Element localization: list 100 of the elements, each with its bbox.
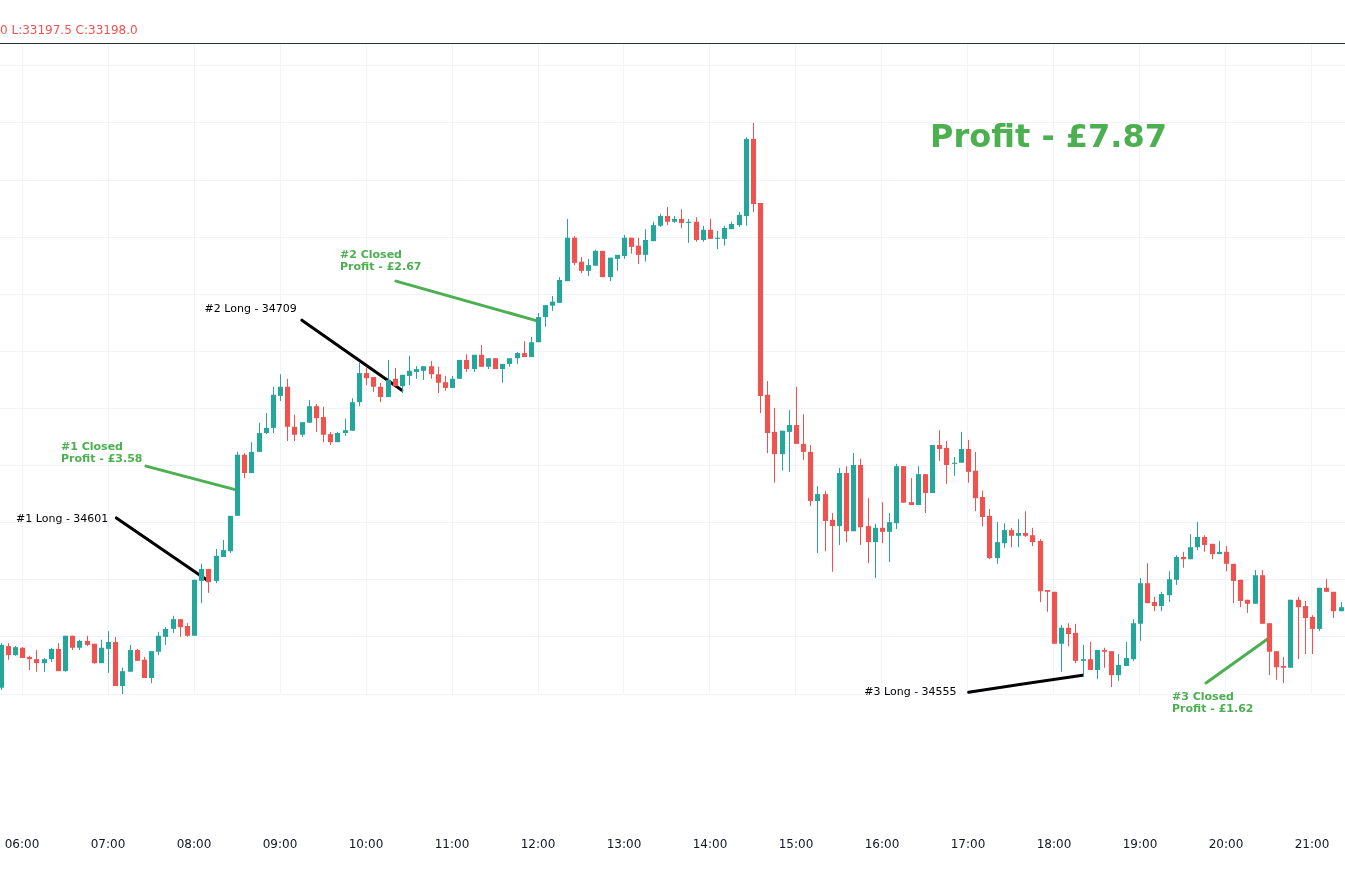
candlestick [678, 208, 685, 229]
annotation: #1 Long - 34601 [16, 511, 109, 525]
x-tick-label: 19:00 [1122, 837, 1158, 852]
annotation: #2 Closed Profit - £2.67 [340, 247, 422, 273]
candlestick [635, 237, 642, 265]
candlestick [1101, 647, 1108, 669]
candlestick [478, 344, 485, 368]
candlestick [385, 359, 392, 398]
x-tick-label: 15:00 [778, 837, 814, 852]
candlestick [127, 644, 134, 673]
candlestick [979, 490, 986, 527]
x-tick-label: 10:00 [348, 837, 384, 852]
candlestick [707, 218, 714, 240]
candlestick [664, 206, 671, 226]
candlestick [1058, 624, 1065, 673]
candlestick [1108, 650, 1115, 688]
candlestick [621, 234, 628, 260]
candlestick [922, 473, 929, 514]
x-tick-label: 14:00 [692, 837, 728, 852]
candlestick [1008, 527, 1015, 548]
candlestick [256, 422, 263, 453]
candlestick [33, 649, 40, 673]
text: 0 L:33197.5 C:33198.0 [0, 23, 138, 37]
x-tick-label: 11:00 [434, 837, 470, 852]
x-tick-label: 09:00 [262, 837, 298, 852]
candlestick [1302, 600, 1309, 655]
candlestick [771, 407, 778, 484]
x-tick-label: 17:00 [950, 837, 986, 852]
x-tick-label: 12:00 [520, 837, 556, 852]
candlestick [1094, 649, 1101, 680]
candlestick [693, 216, 700, 243]
candlestick [1187, 533, 1194, 560]
candlestick [800, 413, 807, 461]
x-tick-label: 13:00 [606, 837, 642, 852]
candlestick [1080, 644, 1087, 678]
candlestick [1230, 563, 1237, 604]
candlestick [1237, 579, 1244, 608]
annotation: #3 Long - 34555 [864, 685, 957, 699]
candlestick [55, 642, 62, 672]
x-tick-label: 07:00 [90, 837, 126, 852]
candlestick [965, 439, 972, 484]
candlestick [814, 485, 821, 554]
candlestick [829, 512, 836, 573]
candlestick [865, 497, 872, 564]
candlestick [1087, 641, 1094, 671]
annotation: Profit - £7.87 [930, 117, 1168, 155]
candlestick [277, 373, 284, 402]
candlestick [879, 501, 886, 544]
x-tick-label: 06:00 [4, 837, 40, 852]
candlestick [721, 225, 728, 247]
candlestick [1065, 622, 1072, 647]
candlestick [786, 409, 793, 473]
x-tick-label: 08:00 [176, 837, 212, 852]
candlestick [908, 477, 915, 506]
candlestick [1295, 596, 1302, 660]
x-tick-label: 21:00 [1294, 837, 1330, 852]
candlestick [119, 667, 126, 695]
candlestick [958, 431, 965, 464]
candlestick [886, 512, 893, 563]
candlestick [248, 441, 255, 474]
candlestick [377, 382, 384, 403]
candlestick [1309, 614, 1316, 655]
candlestick [793, 386, 800, 445]
candlestick [313, 403, 320, 433]
candlestick [943, 440, 950, 485]
candlestick [1144, 562, 1151, 604]
candlestick [363, 366, 370, 386]
candlestick [642, 228, 649, 263]
candlestick [1280, 656, 1287, 684]
candlestick [306, 399, 313, 424]
candlestick [291, 414, 298, 442]
candlestick [994, 521, 1001, 565]
annotation: #2 Long - 34709 [204, 302, 297, 316]
candlestick [1022, 510, 1029, 538]
candlestick [872, 523, 879, 579]
candlestick [1166, 570, 1173, 603]
candlestick [406, 355, 413, 386]
candlestick [198, 563, 205, 604]
candlestick [1194, 521, 1201, 551]
candlestick [241, 452, 248, 479]
annotation: #3 Closed Profit - £1.62 [1171, 689, 1254, 715]
candlestick [1330, 591, 1337, 619]
candlestick [1223, 545, 1230, 572]
candlestick [435, 366, 442, 394]
candlestick [155, 631, 162, 656]
candlestick [1001, 522, 1008, 549]
candlestick [1173, 554, 1180, 586]
candlestick [1115, 653, 1122, 682]
candlestick [556, 276, 563, 304]
x-tick-label: 20:00 [1208, 837, 1244, 852]
candlestick [779, 430, 786, 472]
x-tick-label: 18:00 [1036, 837, 1072, 852]
candlestick [1015, 518, 1022, 548]
candlestick [1273, 650, 1280, 681]
candlestick [1158, 591, 1165, 612]
annotation: #1 Closed Profit - £3.58 [61, 439, 143, 465]
candlestick [1044, 589, 1051, 613]
candlestick [936, 429, 943, 462]
candlestick [320, 406, 327, 443]
candlestick [105, 630, 112, 674]
